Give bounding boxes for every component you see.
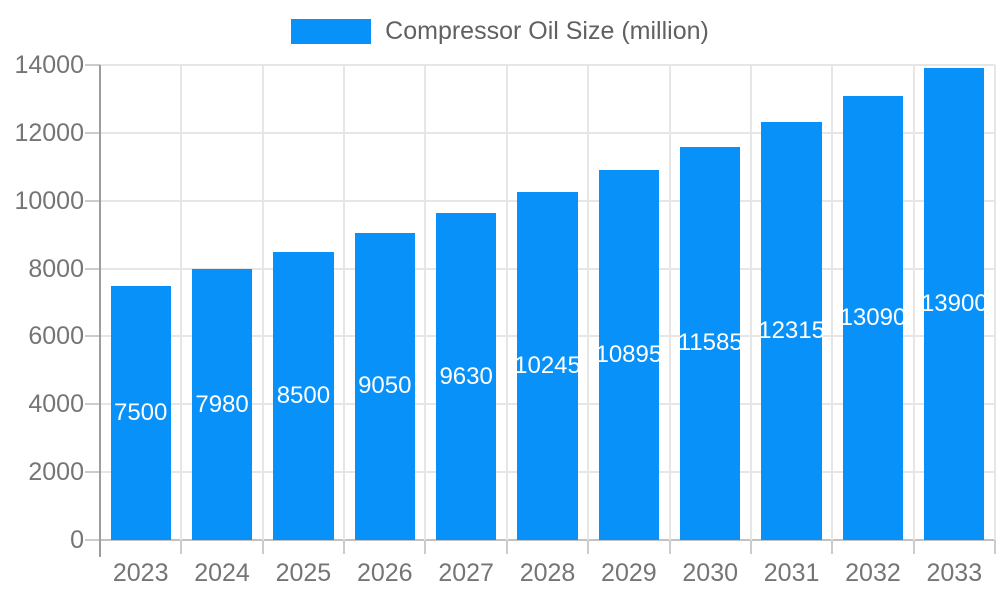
x-axis-tick-label: 2023 (112, 559, 169, 587)
y-axis-tick (85, 403, 100, 406)
y-axis-tick-label: 6000 (28, 322, 84, 351)
gridline-horizontal (100, 64, 995, 66)
gridline-horizontal (100, 131, 995, 134)
x-axis-tick (261, 540, 264, 554)
legend-label: Compressor Oil Size (million) (385, 17, 709, 45)
bar-value-label: 13900 (920, 290, 988, 318)
gridline-vertical (749, 65, 752, 540)
bar: 10245 (514, 192, 581, 540)
x-axis-tick (912, 540, 915, 554)
bar-value-label: 12315 (758, 317, 825, 345)
x-axis-tick (668, 540, 671, 554)
bar: 13090 (840, 95, 906, 540)
y-axis-tick (85, 267, 100, 270)
gridline-vertical (912, 65, 915, 540)
x-axis-tick-label: 2024 (194, 559, 250, 587)
y-axis-tick (85, 131, 100, 134)
bar: 12315 (758, 122, 825, 540)
x-axis-tick (343, 540, 346, 554)
x-axis-tick-label: 2033 (926, 559, 983, 587)
y-axis-tick-label: 4000 (28, 390, 84, 419)
gridline-vertical (587, 65, 590, 540)
y-axis-tick-label: 14000 (14, 51, 84, 79)
x-axis-tick (587, 540, 590, 554)
bar-value-label: 7980 (195, 390, 249, 418)
x-axis-tick (749, 540, 752, 554)
legend-swatch (291, 19, 372, 44)
bar-value-label: 10245 (514, 352, 581, 380)
x-axis-tick (505, 540, 508, 554)
gridline-vertical (180, 65, 183, 540)
y-axis-line (99, 65, 101, 557)
gridline-vertical (668, 65, 671, 540)
y-axis-tick (85, 64, 100, 66)
bar: 7500 (110, 285, 171, 540)
y-axis-tick-label: 12000 (14, 118, 84, 147)
x-axis-tick-label: 2025 (275, 559, 332, 587)
x-axis-tick-label: 2032 (845, 559, 901, 587)
x-axis-baseline (100, 539, 995, 541)
gridline-vertical (831, 65, 834, 540)
gridline-vertical (424, 65, 427, 540)
y-axis-tick-label: 2000 (28, 458, 84, 487)
x-axis-tick-label: 2027 (438, 559, 494, 587)
x-axis-tick-label: 2031 (763, 559, 820, 587)
bar-value-label: 9630 (439, 362, 493, 390)
y-axis-tick (85, 539, 100, 541)
legend: Compressor Oil Size (million) (0, 19, 1000, 44)
x-axis-tick (994, 540, 996, 554)
x-axis-tick (424, 540, 427, 554)
bar-value-label: 10895 (595, 341, 663, 369)
bar-value-label: 13090 (839, 303, 907, 331)
x-axis-tick-label: 2029 (601, 559, 657, 587)
x-axis-tick-label: 2028 (519, 559, 576, 587)
bar: 9630 (436, 213, 497, 540)
bar: 8500 (273, 251, 334, 540)
bar: 11585 (677, 146, 743, 540)
bar: 13900 (921, 68, 988, 540)
gridline-vertical (261, 65, 264, 540)
y-axis-tick-label: 8000 (28, 254, 84, 283)
gridline-vertical (505, 65, 508, 540)
bar: 9050 (354, 232, 415, 540)
bar: 7980 (191, 269, 253, 540)
bar-value-label: 7500 (113, 398, 168, 426)
x-axis-tick-label: 2026 (356, 559, 413, 587)
y-axis-tick (85, 199, 100, 202)
gridline-vertical (343, 65, 346, 540)
x-axis-tick-label: 2030 (682, 559, 739, 587)
y-axis-tick-label: 0 (70, 526, 84, 554)
gridline-vertical (994, 65, 996, 540)
bar-value-label: 8500 (276, 381, 331, 409)
y-axis-tick (85, 471, 100, 474)
bar: 10895 (595, 170, 662, 540)
x-axis-tick (180, 540, 183, 554)
y-axis-tick-label: 10000 (14, 186, 84, 215)
x-axis-tick (831, 540, 834, 554)
bar-value-label: 9050 (358, 372, 412, 400)
y-axis-tick (85, 335, 100, 338)
bar-value-label: 11585 (677, 329, 743, 357)
